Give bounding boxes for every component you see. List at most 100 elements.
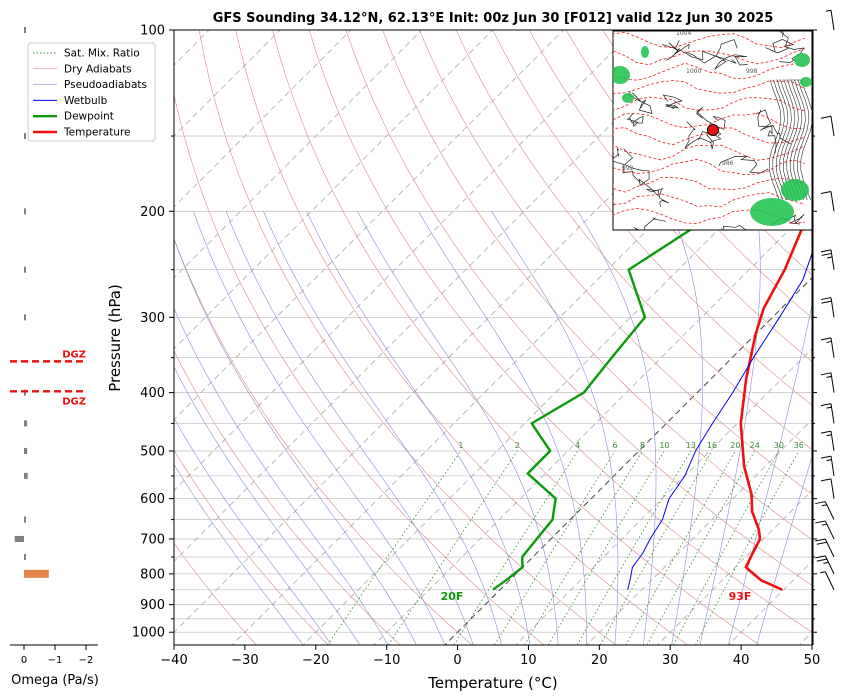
pseudoadiabat (756, 455, 812, 645)
map-precip-area (613, 66, 630, 84)
pseudoadiabat (418, 211, 587, 645)
omega-tick-label: −2 (79, 655, 94, 666)
x-axis-ticks: −40 −30 −20 −10 0 10 20 30 40 50 (160, 645, 820, 668)
wind-barb-flag (820, 115, 832, 119)
mixing-ratio-label: 30 (774, 441, 784, 450)
map-boundary (765, 45, 805, 63)
pseudoadiabat (225, 211, 474, 645)
map-terrain-contour (797, 79, 812, 201)
map-boundary (633, 217, 667, 230)
wind-barb (825, 9, 835, 31)
y-tick-label: 600 (140, 492, 165, 507)
map-boundary (714, 54, 748, 70)
x-tick-label: 10 (520, 653, 537, 668)
x-tick-label: 50 (804, 653, 821, 668)
wind-barb-staff (824, 520, 835, 540)
map-terrain-contour (785, 79, 799, 201)
map-pressure-contour (613, 62, 806, 81)
omega-bar (14, 535, 24, 542)
omega-bar (24, 133, 26, 140)
map-contour-label: 986 (722, 160, 734, 167)
wind-barb-staff (830, 249, 835, 270)
station-marker (707, 124, 719, 136)
dry-adiabat (235, 30, 688, 645)
wind-barb-flag (820, 455, 832, 459)
wind-barb-half (826, 434, 832, 437)
x-tick-label: 30 (662, 653, 679, 668)
x-tick-label: −10 (373, 653, 400, 668)
wind-barb (820, 478, 835, 499)
mixing-ratio-label: 1 (458, 441, 463, 450)
wind-barb-half (823, 561, 829, 564)
dry-adiabat (174, 237, 473, 645)
omega-tick-label: −1 (48, 655, 63, 666)
mixing-ratio-line (576, 450, 692, 645)
pseudoadiabat (174, 238, 417, 645)
map-terrain-contour (794, 79, 810, 201)
x-tick-label: −30 (231, 653, 258, 668)
map-precip-area (781, 179, 809, 201)
wind-barb (820, 430, 835, 452)
pseudoadiabat (699, 211, 761, 645)
map-boundary (623, 148, 659, 197)
omega-axis-label: Omega (Pa/s) (11, 673, 99, 688)
map-pressure-contour (613, 144, 806, 161)
wind-barb-flag (821, 300, 832, 304)
wind-barb-flag (820, 191, 832, 195)
wind-barb-flag (815, 520, 826, 524)
map-contour-label: 1004 (676, 30, 691, 37)
isotherm-line (174, 30, 352, 208)
map-precip-area (794, 53, 810, 67)
wind-barb (820, 337, 835, 358)
x-tick-label: 0 (453, 653, 461, 668)
legend-label: Sat. Mix. Ratio (64, 48, 140, 60)
dry-adiabat (492, 30, 812, 406)
background-lines (174, 30, 857, 645)
omega-bar (24, 266, 26, 273)
plot-frame (173, 29, 813, 646)
y-tick-label: 200 (140, 205, 165, 220)
isotherm-line (174, 30, 636, 492)
mixing-ratio-line (695, 450, 800, 645)
omega-bar (24, 314, 26, 321)
wind-barb (820, 372, 835, 393)
wind-barb-half (820, 571, 826, 574)
mixing-ratio-label: 10 (659, 441, 669, 450)
map-contours (613, 31, 812, 230)
dry-adiabat (823, 30, 857, 645)
x-tick-label: −20 (302, 653, 329, 668)
wind-barb-half (826, 256, 833, 259)
dgz-label: DGZ (62, 349, 86, 360)
wind-barb (815, 538, 835, 558)
legend: Sat. Mix. Ratio Dry Adiabats Pseudoadiabat… (27, 42, 156, 142)
wind-barb-half (825, 9, 832, 12)
wind-barb-staff (830, 403, 835, 424)
dry-adiabat (174, 542, 257, 645)
mixing-ratio-line (327, 450, 462, 645)
pseudoadiabat (670, 211, 703, 645)
dry-adiabat (565, 30, 812, 319)
omega-bar (24, 389, 26, 396)
wind-barb-staff (830, 478, 835, 499)
legend-label: Dewpoint (64, 111, 114, 123)
wind-barb (820, 249, 835, 270)
omega-tick-label: 0 (21, 655, 27, 666)
omega-bar (24, 447, 28, 454)
legend-label: Temperature (63, 127, 131, 139)
wind-barb-flag (820, 478, 832, 482)
legend-label: Wetbulb (64, 95, 108, 107)
skewt-plot-area: −40 −30 −20 −10 0 10 20 30 40 50 100 200 300 400 500 6… (132, 24, 857, 669)
wind-barb-staff (830, 297, 835, 318)
dry-adiabat (174, 449, 329, 645)
wind-barb-flag (820, 403, 832, 407)
map-terrain-contour (791, 79, 806, 201)
mixing-ratio-line (625, 450, 736, 645)
wind-barb-half (821, 523, 827, 526)
inset-map: 1004 1000 998 992 986 (612, 30, 813, 231)
omega-bar (24, 27, 26, 33)
x-tick-label: 20 (591, 653, 608, 668)
wind-barb (820, 297, 835, 318)
wind-barb (815, 501, 835, 520)
wind-barb-flag (820, 430, 832, 434)
wind-barb-half (826, 459, 832, 462)
